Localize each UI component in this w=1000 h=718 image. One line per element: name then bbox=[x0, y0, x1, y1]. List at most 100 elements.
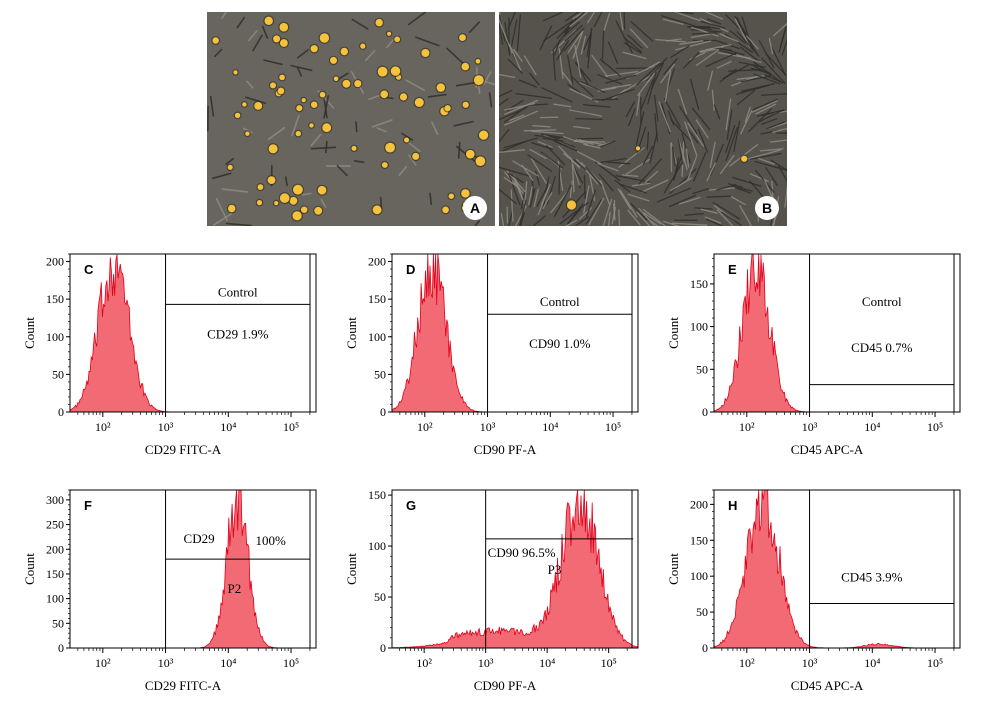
histogram-panel-h: 0 50 100 150 200 10² 10³ 10⁴ 10⁵ CD45 APC-A Count H… bbox=[644, 480, 974, 710]
panel-letter: H bbox=[728, 498, 737, 513]
gate-label: P2 bbox=[228, 581, 242, 596]
y-tick-label: 0 bbox=[380, 405, 386, 419]
x-tick-label: 10⁴ bbox=[220, 420, 236, 434]
y-tick-label: 0 bbox=[702, 641, 708, 655]
plot-frame bbox=[69, 489, 317, 649]
panel-letter: E bbox=[728, 262, 737, 277]
panel-letter: G bbox=[406, 498, 416, 513]
histogram-area bbox=[713, 489, 960, 649]
histogram-area bbox=[391, 489, 639, 649]
y-tick-label: 0 bbox=[58, 641, 64, 655]
plot-frame bbox=[713, 253, 961, 413]
x-tick-label: 10⁵ bbox=[927, 420, 943, 434]
x-tick-label: 10⁴ bbox=[539, 656, 555, 670]
y-tick-label: 100 bbox=[46, 592, 64, 606]
panel-letter-b: B bbox=[755, 196, 779, 220]
y-tick-label: 100 bbox=[368, 539, 386, 553]
x-tick-label: 10³ bbox=[478, 656, 494, 670]
y-tick-label: 0 bbox=[380, 641, 386, 655]
gate-label: CD29 bbox=[184, 531, 215, 546]
x-tick-label: 10⁴ bbox=[542, 420, 558, 434]
x-tick-label: 10³ bbox=[158, 420, 174, 434]
y-axis-title: Count bbox=[344, 317, 359, 349]
x-tick-label: 10² bbox=[95, 420, 111, 434]
histogram-svg: 0 50 100 150 200 10² 10³ 10⁴ 10⁵ CD29 FITC-A Count… bbox=[22, 253, 317, 457]
histogram-svg: 0 50 100 150 200 250 300 10² 10³ 10⁴ 10⁵ CD29 FITC-… bbox=[22, 489, 317, 693]
x-tick-label: 10³ bbox=[802, 420, 818, 434]
y-axis-title: Count bbox=[666, 553, 681, 585]
gate-label: Control bbox=[540, 294, 580, 309]
y-tick-label: 150 bbox=[46, 292, 64, 306]
micrograph-confluent-cells: B bbox=[499, 12, 787, 226]
histogram-panel-d: 0 50 100 150 200 10² 10³ 10⁴ 10⁵ CD90 PF-A Count D C… bbox=[322, 244, 652, 474]
x-axis-title: CD90 PF-A bbox=[474, 678, 537, 693]
histogram-svg: 0 50 100 150 200 10² 10³ 10⁴ 10⁵ CD90 PF-A Count D C… bbox=[344, 253, 639, 457]
panel-letter: D bbox=[406, 262, 415, 277]
x-tick-label: 10³ bbox=[158, 656, 174, 670]
y-tick-label: 200 bbox=[368, 255, 386, 269]
histogram-area bbox=[70, 489, 316, 649]
x-tick-label: 10² bbox=[739, 420, 755, 434]
gate-label: CD90 96.5% bbox=[488, 545, 556, 560]
y-tick-label: 100 bbox=[690, 320, 708, 334]
y-tick-label: 50 bbox=[374, 367, 386, 381]
x-tick-label: 10⁴ bbox=[864, 420, 880, 434]
y-tick-label: 250 bbox=[46, 518, 64, 532]
x-tick-label: 10² bbox=[739, 656, 755, 670]
micrograph-a-image bbox=[207, 12, 495, 226]
histogram-area bbox=[713, 253, 960, 413]
y-tick-label: 300 bbox=[46, 493, 64, 507]
x-tick-label: 10⁴ bbox=[220, 656, 236, 670]
y-tick-label: 50 bbox=[52, 367, 64, 381]
y-tick-label: 50 bbox=[374, 590, 386, 604]
y-tick-label: 150 bbox=[46, 567, 64, 581]
x-axis-title: CD45 APC-A bbox=[791, 678, 864, 693]
panel-letter: F bbox=[84, 498, 92, 513]
y-tick-label: 50 bbox=[52, 616, 64, 630]
gate-label: CD29 1.9% bbox=[207, 326, 269, 341]
x-tick-label: 10³ bbox=[802, 656, 818, 670]
histogram-panel-c: 0 50 100 150 200 10² 10³ 10⁴ 10⁵ CD29 FITC-A Count… bbox=[0, 244, 330, 474]
y-axis-title: Count bbox=[666, 317, 681, 349]
x-tick-label: 10⁵ bbox=[927, 656, 943, 670]
histogram-area bbox=[69, 254, 316, 413]
x-tick-label: 10² bbox=[416, 656, 432, 670]
x-tick-label: 10² bbox=[417, 420, 433, 434]
x-tick-label: 10³ bbox=[480, 420, 496, 434]
gate-label: CD45 0.7% bbox=[851, 340, 913, 355]
gate-label: 100% bbox=[256, 533, 287, 548]
y-tick-label: 50 bbox=[696, 605, 708, 619]
gate-label: P3 bbox=[548, 562, 562, 577]
y-tick-label: 150 bbox=[690, 533, 708, 547]
y-tick-label: 150 bbox=[368, 488, 386, 502]
y-tick-label: 150 bbox=[368, 292, 386, 306]
plot-frame bbox=[69, 253, 317, 413]
histogram-svg: 0 50 100 150 10² 10³ 10⁴ 10⁵ CD90 PF-A Count G CD90… bbox=[344, 488, 639, 693]
x-tick-label: 10² bbox=[95, 656, 111, 670]
micrograph-b-image bbox=[499, 12, 787, 226]
y-tick-label: 0 bbox=[58, 405, 64, 419]
y-tick-label: 200 bbox=[46, 542, 64, 556]
y-tick-label: 100 bbox=[368, 330, 386, 344]
y-tick-label: 100 bbox=[690, 569, 708, 583]
histogram-area bbox=[391, 253, 638, 413]
x-tick-label: 10⁵ bbox=[605, 420, 621, 434]
y-axis-title: Count bbox=[22, 317, 37, 349]
y-axis-title: Count bbox=[344, 553, 359, 585]
x-tick-label: 10⁴ bbox=[864, 656, 880, 670]
histogram-panel-f: 0 50 100 150 200 250 300 10² 10³ 10⁴ 10⁵ CD29 FITC-… bbox=[0, 480, 330, 710]
gate-label: CD45 3.9% bbox=[841, 569, 903, 584]
x-axis-title: CD45 APC-A bbox=[791, 442, 864, 457]
y-tick-label: 200 bbox=[46, 255, 64, 269]
x-axis-title: CD29 FITC-A bbox=[145, 678, 222, 693]
gate-label: CD90 1.0% bbox=[529, 336, 591, 351]
x-axis-title: CD29 FITC-A bbox=[145, 442, 222, 457]
histogram-panel-e: 0 50 100 150 10² 10³ 10⁴ 10⁵ CD45 APC-A Count E Con… bbox=[644, 244, 974, 474]
y-tick-label: 150 bbox=[690, 277, 708, 291]
panel-letter-a: A bbox=[463, 196, 487, 220]
micrograph-sparse-cells: A bbox=[207, 12, 495, 226]
y-tick-label: 50 bbox=[696, 362, 708, 376]
y-tick-label: 200 bbox=[690, 497, 708, 511]
x-tick-label: 10⁵ bbox=[283, 420, 299, 434]
gate-label: Control bbox=[218, 284, 258, 299]
